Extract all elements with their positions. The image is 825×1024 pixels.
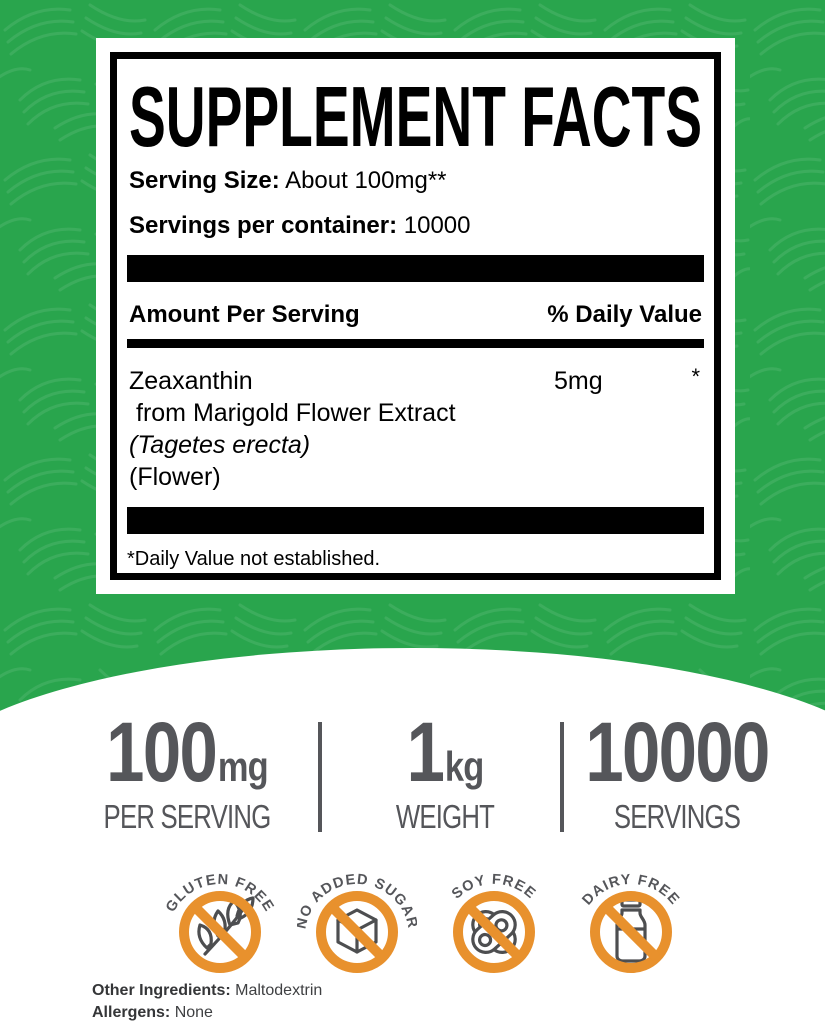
- prohibition-slash: [327, 902, 387, 962]
- facts-title: SUPPLEMENT FACTS: [129, 85, 702, 151]
- stat-weight-unit: kg: [444, 743, 484, 790]
- daily-value-header: % Daily Value: [547, 301, 702, 328]
- servings-label: Servings per container:: [129, 212, 398, 239]
- stat-servings-number: 10000: [585, 705, 770, 799]
- stat-weight-number: 1: [406, 705, 445, 799]
- badge-gluten-free: GLUTEN FREE: [160, 850, 280, 978]
- nutrient-source-line: from Marigold Flower Extract: [136, 399, 456, 427]
- badge-no-added-sugar-label: NO ADDED SUGAR: [297, 872, 417, 931]
- prohibition-ring: [316, 891, 398, 973]
- facts-title-text: SUPPLEMENT FACTS: [129, 85, 702, 151]
- other-ingredients-line: Other Ingredients: Maltodextrin: [92, 980, 322, 1001]
- badge-dairy-free-label: DAIRY FREE: [579, 872, 682, 909]
- stats-divider: [318, 722, 322, 832]
- nutrient-row: Zeaxanthin 5mg * from Marigold Flower Ex…: [129, 364, 704, 493]
- stat-servings-value: 10000: [584, 705, 770, 799]
- nutrient-main-line: Zeaxanthin 5mg *: [129, 364, 704, 397]
- serving-size-value: About 100mg**: [285, 167, 447, 194]
- supplement-facts-border-box: SUPPLEMENT FACTS Serving Size: About 100…: [110, 52, 721, 580]
- badges-row: GLUTEN FREE NO ADDED SUGAR: [0, 850, 825, 980]
- amount-per-serving-header: Amount Per Serving: [129, 301, 360, 328]
- badge-no-added-sugar: NO ADDED SUGAR: [297, 850, 417, 978]
- allergens-value: None: [174, 1004, 213, 1021]
- prohibition-ring: [179, 891, 261, 973]
- prohibition-ring: [453, 891, 535, 973]
- prohibition-slash: [601, 902, 661, 962]
- ingredients-section: Other Ingredients: Maltodextrin Allergen…: [92, 980, 322, 1024]
- nutrient-name: Zeaxanthin: [129, 367, 253, 395]
- servings-value: 10000: [403, 212, 471, 239]
- nutrient-latin-name: (Tagetes erecta): [129, 431, 311, 459]
- badge-dairy-free: DAIRY FREE: [571, 850, 691, 978]
- nutrient-daily-value: *: [691, 364, 700, 389]
- curved-white-section-edge: [0, 648, 825, 788]
- serving-size-line: Serving Size: About 100mg**: [129, 166, 704, 196]
- daily-value-footnote: *Daily Value not established.: [127, 548, 381, 570]
- stat-weight-label: WEIGHT: [395, 798, 495, 835]
- divider-bar-thick-top: [127, 255, 704, 282]
- nutrient-plant-part: (Flower): [129, 463, 221, 491]
- stat-per-serving-label: PER SERVING: [103, 798, 272, 835]
- allergens-label: Allergens:: [92, 1004, 171, 1021]
- badge-soy-free: SOY FREE: [434, 850, 554, 978]
- divider-bar-thin: [127, 339, 704, 348]
- other-ingredients-value: Maltodextrin: [235, 982, 323, 999]
- stat-servings: 10000 SERVINGS: [564, 710, 790, 833]
- allergens-line: Allergens: None: [92, 1002, 322, 1023]
- stat-per-serving: 100 mg PER SERVING: [58, 710, 316, 833]
- servings-per-container-line: Servings per container: 10000: [129, 211, 704, 241]
- stat-servings-label: SERVINGS: [613, 798, 741, 835]
- prohibition-slash: [464, 902, 524, 962]
- stat-per-serving-number: 100: [106, 705, 218, 799]
- serving-size-label: Serving Size:: [129, 167, 280, 194]
- stat-per-serving-value: 100 mg: [81, 710, 293, 794]
- stat-per-serving-unit: mg: [217, 743, 269, 790]
- supplement-facts-panel: SUPPLEMENT FACTS Serving Size: About 100…: [96, 38, 735, 594]
- divider-bar-thick-bottom: [127, 507, 704, 534]
- stats-row: 100 mg PER SERVING 1 kg WEIGHT 10000 SERVI…: [0, 710, 825, 852]
- other-ingredients-label: Other Ingredients:: [92, 982, 231, 999]
- prohibition-slash: [190, 902, 250, 962]
- facts-header-row: Amount Per Serving % Daily Value: [129, 301, 702, 329]
- stat-weight-value: 1 kg: [351, 710, 540, 794]
- prohibition-ring: [590, 891, 672, 973]
- nutrient-amount: 5mg: [554, 367, 603, 395]
- stats-divider: [560, 722, 564, 832]
- stat-weight: 1 kg WEIGHT: [330, 710, 560, 833]
